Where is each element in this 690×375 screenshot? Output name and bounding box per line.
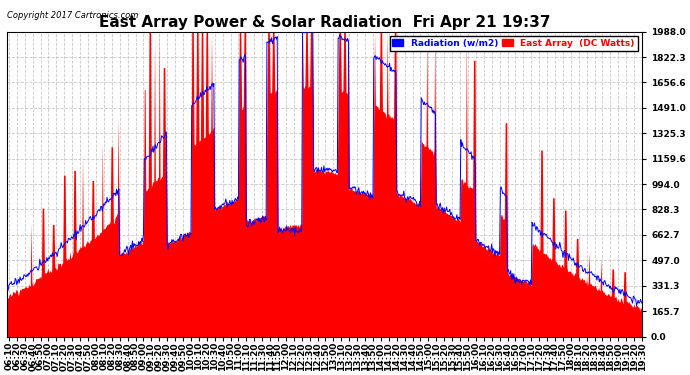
Legend: Radiation (w/m2), East Array  (DC Watts): Radiation (w/m2), East Array (DC Watts): [390, 36, 638, 51]
Title: East Array Power & Solar Radiation  Fri Apr 21 19:37: East Array Power & Solar Radiation Fri A…: [99, 15, 551, 30]
Text: Copyright 2017 Cartronics.com: Copyright 2017 Cartronics.com: [7, 11, 138, 20]
